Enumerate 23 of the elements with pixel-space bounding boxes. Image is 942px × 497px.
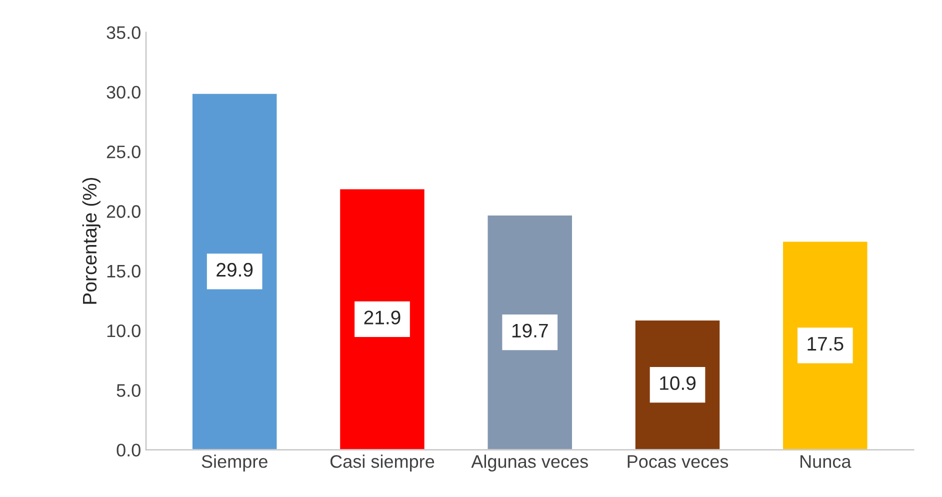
- y-tick-label: 0.0: [116, 444, 140, 457]
- y-tick-label: 5.0: [116, 384, 140, 397]
- x-tick-label: Algunas veces: [471, 454, 588, 472]
- data-label: 29.9: [216, 262, 253, 277]
- data-label: 19.7: [512, 324, 548, 338]
- bar: [191, 92, 278, 450]
- x-tick-label: Casi siempre: [330, 454, 434, 472]
- y-tick-label: 20.0: [106, 205, 140, 218]
- data-label: 21.9: [364, 310, 400, 324]
- data-label: 10.9: [660, 376, 696, 390]
- y-tick-label: 25.0: [106, 146, 140, 158]
- data-label: 17.5: [808, 337, 844, 351]
- y-tick-label: 15.0: [107, 264, 140, 278]
- bar: [338, 188, 426, 450]
- bar: [782, 240, 869, 450]
- y-tick-label: 10.0: [107, 324, 140, 338]
- y-tick-label: 35.0: [106, 26, 140, 40]
- x-tick-label: Pocas veces: [628, 455, 728, 468]
- y-tick-label: 30.0: [106, 86, 140, 99]
- x-tick-label: Nunca: [800, 455, 852, 468]
- y-axis-title: Porcentaje (%): [82, 178, 100, 304]
- bar: [486, 214, 574, 450]
- x-tick-label: Siempre: [202, 454, 268, 472]
